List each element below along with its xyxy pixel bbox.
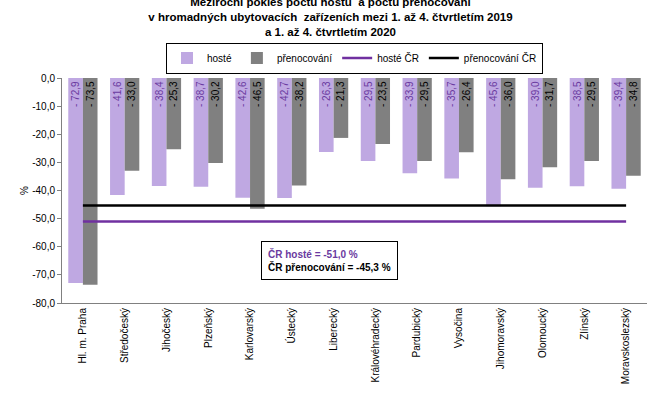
svg-text:-60,0: -60,0 bbox=[32, 241, 55, 252]
svg-text:-20,0: -20,0 bbox=[32, 129, 55, 140]
svg-text:- 29,5: - 29,5 bbox=[419, 81, 430, 107]
svg-text:Olomoucký: Olomoucký bbox=[537, 308, 548, 358]
svg-text:- 26,3: - 26,3 bbox=[321, 81, 332, 107]
svg-text:hosté ČR: hosté ČR bbox=[377, 52, 419, 64]
svg-text:- 46,5: - 46,5 bbox=[252, 81, 263, 107]
svg-text:Jihočeský: Jihočeský bbox=[161, 308, 172, 352]
svg-text:- 39,4: - 39,4 bbox=[613, 81, 624, 107]
svg-text:- 25,3: - 25,3 bbox=[168, 81, 179, 107]
svg-text:- 31,7: - 31,7 bbox=[544, 81, 555, 107]
svg-text:- 30,2: - 30,2 bbox=[210, 81, 221, 107]
svg-text:- 33,0: - 33,0 bbox=[126, 81, 137, 107]
svg-text:- 38,2: - 38,2 bbox=[294, 81, 305, 107]
svg-text:- 42,6: - 42,6 bbox=[237, 81, 248, 107]
svg-text:- 26,4: - 26,4 bbox=[461, 81, 472, 107]
svg-text:- 33,9: - 33,9 bbox=[404, 81, 415, 107]
svg-text:- 72,9: - 72,9 bbox=[70, 81, 81, 107]
svg-text:- 41,6: - 41,6 bbox=[112, 81, 123, 107]
svg-text:Jihomoravský: Jihomoravský bbox=[495, 308, 506, 369]
svg-text:přenocování: přenocování bbox=[277, 53, 332, 64]
svg-text:-70,0: -70,0 bbox=[32, 269, 55, 280]
svg-text:Moravskoslezský: Moravskoslezský bbox=[620, 308, 631, 384]
svg-text:Středočeský: Středočeský bbox=[119, 308, 130, 363]
svg-text:Pardubický: Pardubický bbox=[411, 308, 422, 357]
svg-text:přenocování ČR: přenocování ČR bbox=[464, 52, 536, 64]
svg-text:- 39,0: - 39,0 bbox=[530, 81, 541, 107]
svg-text:Ústecký: Ústecký bbox=[285, 308, 297, 344]
svg-text:Meziroční pokles počtu hostů: Meziroční pokles počtu hostů a počtu pře… bbox=[148, 0, 512, 38]
svg-text:- 38,5: - 38,5 bbox=[572, 81, 583, 107]
svg-text:- 35,7: - 35,7 bbox=[446, 81, 457, 107]
svg-text:-50,0: -50,0 bbox=[32, 213, 55, 224]
svg-text:Plzeňský: Plzeňský bbox=[203, 308, 214, 348]
svg-text:-80,0: -80,0 bbox=[32, 298, 55, 309]
svg-text:- 42,7: - 42,7 bbox=[279, 81, 290, 107]
svg-text:-10,0: -10,0 bbox=[32, 101, 55, 112]
svg-text:Zlínský: Zlínský bbox=[579, 308, 590, 340]
svg-text:- 73,5: - 73,5 bbox=[85, 81, 96, 107]
svg-text:-40,0: -40,0 bbox=[32, 185, 55, 196]
svg-text:Královéhradecký: Královéhradecký bbox=[370, 308, 381, 382]
svg-text:Vysočina: Vysočina bbox=[453, 308, 464, 349]
svg-text:Liberecký: Liberecký bbox=[328, 308, 339, 351]
svg-text:Karlovarský: Karlovarský bbox=[244, 308, 255, 360]
svg-text:0,0: 0,0 bbox=[41, 73, 55, 84]
svg-text:- 23,5: - 23,5 bbox=[377, 81, 388, 107]
svg-text:- 45,6: - 45,6 bbox=[488, 81, 499, 107]
svg-text:- 38,4: - 38,4 bbox=[154, 81, 165, 107]
svg-text:ČR hosté = -51,0 %ČR přenocová: ČR hosté = -51,0 %ČR přenocování = -45,3… bbox=[268, 248, 391, 273]
svg-text:-30,0: -30,0 bbox=[32, 157, 55, 168]
svg-text:hosté: hosté bbox=[207, 53, 232, 64]
svg-text:Hl. m. Praha: Hl. m. Praha bbox=[77, 308, 88, 364]
svg-text:- 21,3: - 21,3 bbox=[335, 81, 346, 107]
svg-text:- 36,0: - 36,0 bbox=[503, 81, 514, 107]
svg-text:- 29,5: - 29,5 bbox=[363, 81, 374, 107]
svg-text:- 29,5: - 29,5 bbox=[586, 81, 597, 107]
svg-text:- 38,7: - 38,7 bbox=[195, 81, 206, 107]
svg-text:%: % bbox=[19, 186, 30, 195]
svg-text:- 34,8: - 34,8 bbox=[628, 81, 639, 107]
